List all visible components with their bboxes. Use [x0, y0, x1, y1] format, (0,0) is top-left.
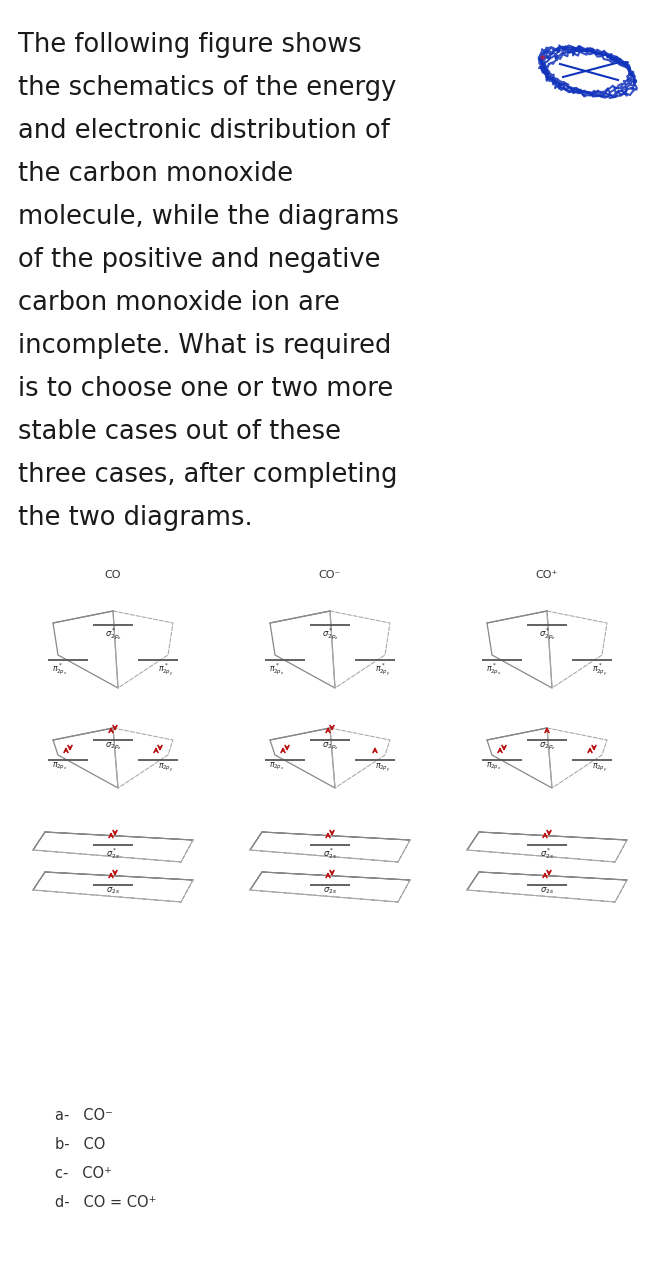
- Text: $\sigma^*_{2p_z}$: $\sigma^*_{2p_z}$: [539, 626, 556, 641]
- Text: the carbon monoxide: the carbon monoxide: [18, 161, 293, 187]
- Text: $\pi^*_{2p_y}$: $\pi^*_{2p_y}$: [158, 660, 173, 678]
- Text: $\pi^*_{2p_x}$: $\pi^*_{2p_x}$: [486, 660, 502, 677]
- Text: incomplete. What is required: incomplete. What is required: [18, 333, 392, 358]
- Text: $\sigma^*_{2p_z}$: $\sigma^*_{2p_z}$: [321, 626, 338, 641]
- Text: $\sigma_{2p_z}$: $\sigma_{2p_z}$: [539, 741, 556, 753]
- Text: $\pi^*_{2p_x}$: $\pi^*_{2p_x}$: [53, 660, 68, 677]
- Text: and electronic distribution of: and electronic distribution of: [18, 118, 390, 143]
- Text: $\sigma_{2s}$: $\sigma_{2s}$: [106, 886, 120, 896]
- Text: $\pi^*_{2p_y}$: $\pi^*_{2p_y}$: [592, 660, 608, 678]
- Text: molecule, while the diagrams: molecule, while the diagrams: [18, 204, 399, 230]
- Text: The following figure shows: The following figure shows: [18, 32, 362, 58]
- Text: $\pi_{2p_x}$: $\pi_{2p_x}$: [269, 762, 285, 772]
- Text: $\pi_{2p_x}$: $\pi_{2p_x}$: [53, 762, 68, 772]
- Text: $\pi_{2p_x}$: $\pi_{2p_x}$: [486, 762, 502, 772]
- Text: the schematics of the energy: the schematics of the energy: [18, 76, 396, 101]
- Text: $\sigma_{2p_z}$: $\sigma_{2p_z}$: [321, 741, 338, 753]
- Text: CO⁺: CO⁺: [536, 570, 558, 580]
- Text: $\pi_{2p_y}$: $\pi_{2p_y}$: [375, 762, 391, 773]
- Text: $\sigma^*_{2s}$: $\sigma^*_{2s}$: [106, 846, 120, 861]
- Text: of the positive and negative: of the positive and negative: [18, 247, 380, 273]
- Text: CO⁻: CO⁻: [319, 570, 341, 580]
- Text: $\pi_{2p_y}$: $\pi_{2p_y}$: [592, 762, 608, 773]
- Text: $\pi_{2p_y}$: $\pi_{2p_y}$: [158, 762, 173, 773]
- Text: c-   CO⁺: c- CO⁺: [55, 1166, 112, 1181]
- Text: the two diagrams.: the two diagrams.: [18, 506, 253, 531]
- Text: $\sigma^*_{2p_z}$: $\sigma^*_{2p_z}$: [104, 626, 122, 641]
- Text: $\sigma^*_{2s}$: $\sigma^*_{2s}$: [323, 846, 337, 861]
- Text: three cases, after completing: three cases, after completing: [18, 462, 397, 488]
- Text: stable cases out of these: stable cases out of these: [18, 419, 341, 445]
- Text: $\sigma_{2s}$: $\sigma_{2s}$: [323, 886, 337, 896]
- Text: $\pi^*_{2p_y}$: $\pi^*_{2p_y}$: [375, 660, 391, 678]
- Text: b-   CO: b- CO: [55, 1137, 105, 1152]
- Text: CO: CO: [104, 570, 122, 580]
- Text: carbon monoxide ion are: carbon monoxide ion are: [18, 291, 340, 316]
- Text: a-   CO⁻: a- CO⁻: [55, 1108, 113, 1123]
- Text: is to choose one or two more: is to choose one or two more: [18, 376, 394, 402]
- Text: d-   CO = CO⁺: d- CO = CO⁺: [55, 1196, 156, 1210]
- Text: $\sigma_{2s}$: $\sigma_{2s}$: [540, 886, 554, 896]
- Text: *: *: [540, 55, 545, 65]
- Text: $\sigma_{2p_z}$: $\sigma_{2p_z}$: [104, 741, 122, 753]
- Text: $\sigma^*_{2s}$: $\sigma^*_{2s}$: [540, 846, 554, 861]
- Text: $\pi^*_{2p_x}$: $\pi^*_{2p_x}$: [269, 660, 285, 677]
